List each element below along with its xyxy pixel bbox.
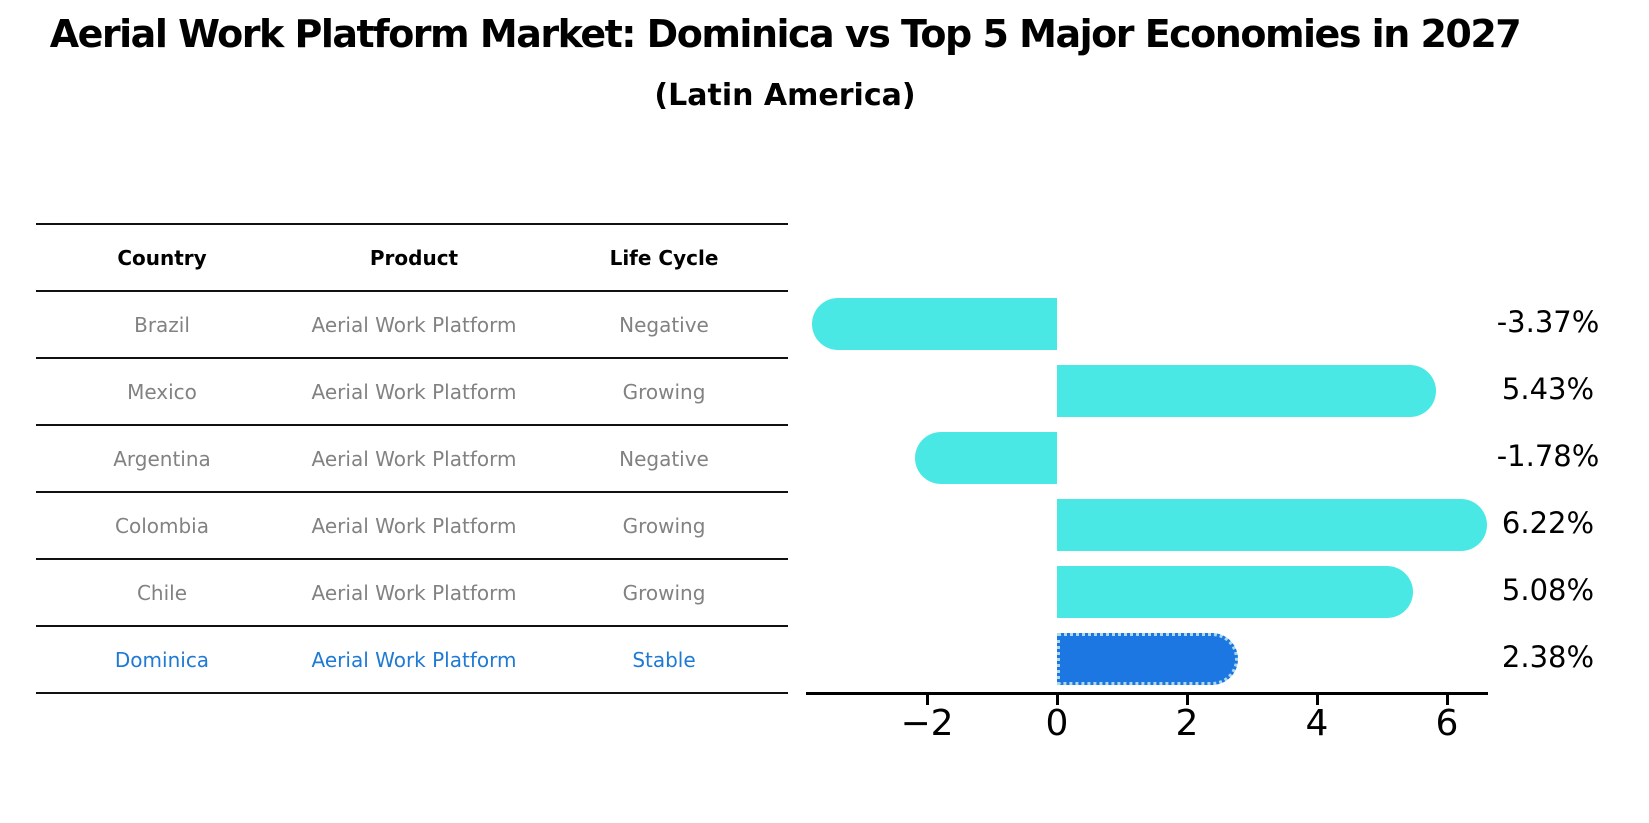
x-axis-tick <box>1055 695 1059 705</box>
bar-mexico <box>1057 364 1436 417</box>
value-label-colombia: 6.22% <box>1501 505 1595 540</box>
column-header-life-cycle: Life Cycle <box>609 245 719 270</box>
value-label-mexico: 5.43% <box>1501 371 1595 406</box>
x-axis-tick-label: −2 <box>900 703 954 744</box>
x-axis-tick <box>1315 695 1319 705</box>
product-cell: Aerial Work Platform <box>311 446 517 471</box>
product-cell: Aerial Work Platform <box>311 647 517 672</box>
product-cell: Aerial Work Platform <box>311 312 517 337</box>
country-table: Country Product Life Cycle Brazil Aerial… <box>36 223 788 694</box>
x-axis-tick <box>925 695 929 705</box>
table-row-brazil: Brazil Aerial Work Platform Negative <box>36 292 788 359</box>
x-axis-tick-label: 6 <box>1435 703 1459 744</box>
x-axis-tick <box>1185 695 1189 705</box>
value-label-chile: 5.08% <box>1501 572 1595 607</box>
life-cycle-cell: Negative <box>619 446 709 471</box>
value-label-argentina: -1.78% <box>1496 438 1600 473</box>
table-row-mexico: Mexico Aerial Work Platform Growing <box>36 359 788 426</box>
bar-argentina <box>915 431 1057 484</box>
life-cycle-cell: Negative <box>619 312 709 337</box>
life-cycle-cell: Stable <box>632 647 696 672</box>
column-header-product: Product <box>369 245 459 270</box>
bar-dominica <box>1057 632 1238 685</box>
bar-chart: -3.37% 5.43% -1.78% 6.22% 5.08% 2.38% −2 0 2 4 6 <box>806 200 1599 780</box>
x-axis-tick-label: 0 <box>1045 703 1069 744</box>
life-cycle-cell: Growing <box>622 513 706 538</box>
country-cell: Brazil <box>134 312 190 337</box>
chart-title: Aerial Work Platform Market: Dominica vs… <box>49 12 1522 56</box>
product-cell: Aerial Work Platform <box>311 580 517 605</box>
country-cell: Argentina <box>113 446 211 471</box>
x-axis-tick <box>1445 695 1449 705</box>
product-cell: Aerial Work Platform <box>311 379 517 404</box>
table-row-dominica: Dominica Aerial Work Platform Stable <box>36 627 788 694</box>
bar-brazil <box>811 297 1057 350</box>
value-label-brazil: -3.37% <box>1496 304 1600 339</box>
life-cycle-cell: Growing <box>622 379 706 404</box>
bar-colombia <box>1057 498 1488 551</box>
country-cell: Chile <box>136 580 188 605</box>
value-label-dominica: 2.38% <box>1501 639 1595 674</box>
column-header-country: Country <box>117 245 207 270</box>
life-cycle-cell: Growing <box>622 580 706 605</box>
table-row-chile: Chile Aerial Work Platform Growing <box>36 560 788 627</box>
table-row-argentina: Argentina Aerial Work Platform Negative <box>36 426 788 493</box>
x-axis-tick-label: 4 <box>1305 703 1329 744</box>
table-header-row: Country Product Life Cycle <box>36 225 788 292</box>
chart-subtitle: (Latin America) <box>654 78 916 113</box>
country-cell: Colombia <box>115 513 209 538</box>
product-cell: Aerial Work Platform <box>311 513 517 538</box>
x-axis-tick-label: 2 <box>1175 703 1199 744</box>
bar-chile <box>1057 565 1414 618</box>
country-cell: Dominica <box>114 647 210 672</box>
x-axis-line <box>806 692 1488 695</box>
country-cell: Mexico <box>127 379 197 404</box>
table-row-colombia: Colombia Aerial Work Platform Growing <box>36 493 788 560</box>
